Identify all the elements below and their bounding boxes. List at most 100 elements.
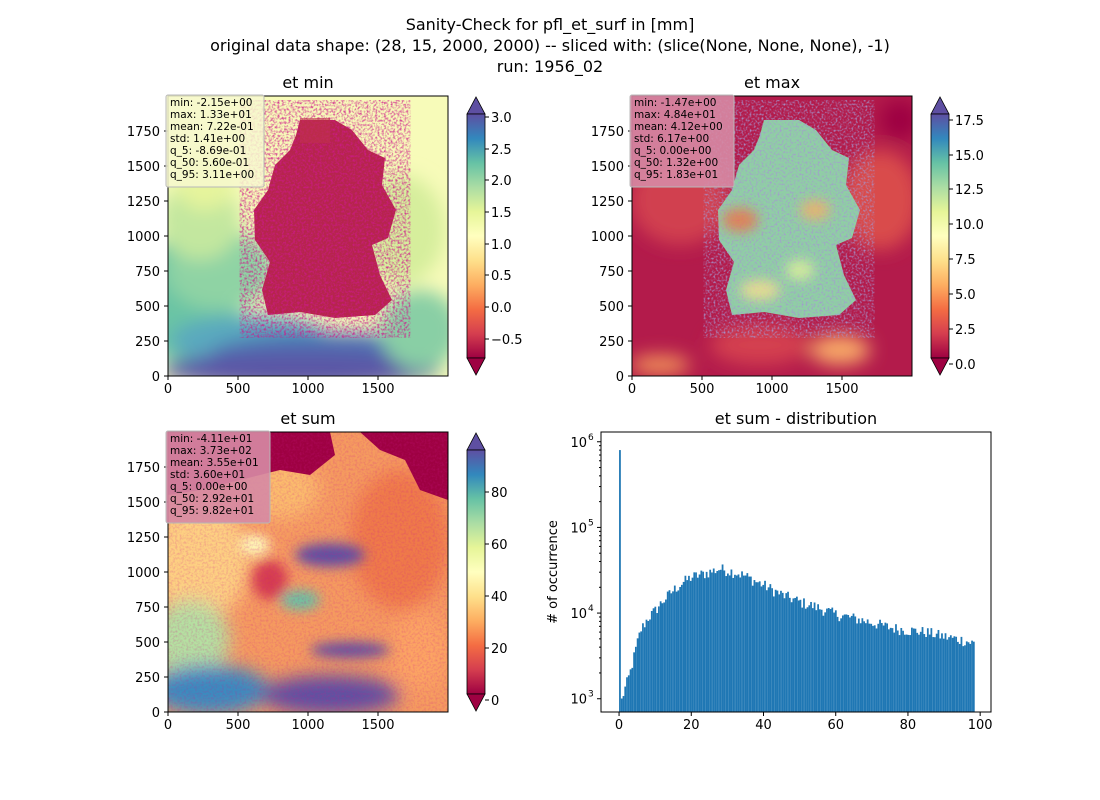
- stats-line: max: 3.73e+02: [170, 445, 252, 457]
- colorbar-tick-label: 2.5: [955, 323, 976, 338]
- colorbar: 0 20 40 60 80: [466, 432, 508, 712]
- colorbar-tick: 2.0: [485, 174, 512, 189]
- histogram-bar: [643, 627, 646, 712]
- stats-line: mean: 4.12e+00: [634, 121, 723, 133]
- histogram-bar: [808, 605, 811, 712]
- histogram-bar: [930, 628, 933, 712]
- y-tick: 250: [135, 335, 168, 350]
- histogram-bar: [619, 450, 621, 712]
- x-tick: 0: [164, 376, 172, 397]
- histogram-bar: [627, 675, 630, 712]
- colorbar-extend-top: [930, 96, 950, 115]
- histogram-bar: [755, 582, 758, 712]
- stats-line: max: 4.84e+01: [634, 109, 716, 121]
- x-tick-label: 1500: [825, 382, 858, 397]
- histogram-bar: [711, 572, 713, 712]
- histogram-bar: [640, 631, 643, 712]
- histogram-bar: [919, 631, 922, 712]
- y-tick-label: 750: [135, 265, 160, 280]
- x-tick: 1000: [755, 376, 789, 397]
- y-axis-label: # of occurrence: [546, 520, 561, 624]
- y-tick-label: 10: [570, 693, 587, 708]
- y-tick: 500: [135, 636, 168, 651]
- y-tick-exponent: 6: [588, 433, 594, 443]
- y-tick: 1250: [127, 531, 168, 546]
- histogram-bar: [964, 645, 966, 712]
- colorbar-tick-label: 15.0: [955, 149, 984, 164]
- colorbar-tick: 2.5: [485, 143, 512, 158]
- y-ticks: 0 250 500 750 1000 1250 1500 1750: [127, 461, 168, 721]
- stats-line: std: 1.41e+00: [170, 133, 245, 145]
- histogram-bar: [783, 598, 786, 712]
- histogram-bar: [877, 623, 880, 712]
- histogram-bar: [886, 623, 889, 712]
- histogram-bar: [773, 596, 775, 712]
- y-tick-label: 0: [616, 370, 624, 385]
- y-tick: 750: [135, 265, 168, 280]
- x-tick-label: 0: [615, 718, 623, 733]
- x-tick-label: 1000: [291, 718, 324, 733]
- panel-title: et sum: [280, 409, 335, 428]
- colorbar-tick: 10.0: [949, 218, 984, 233]
- stats-line: q_50: 1.32e+00: [634, 157, 718, 169]
- histogram-bar: [703, 578, 706, 712]
- histogram-bar: [696, 577, 699, 712]
- histogram-bar: [675, 591, 678, 712]
- y-tick: 0: [616, 370, 632, 385]
- y-tick-exponent: 3: [588, 690, 594, 700]
- stats-line: q_50: 2.92e+01: [170, 493, 254, 505]
- y-tick-label: 1000: [127, 566, 160, 581]
- colorbar-extend-bottom: [466, 357, 486, 376]
- x-tick: 500: [226, 376, 250, 397]
- histogram-bar: [631, 667, 634, 712]
- histogram-bar: [914, 628, 917, 712]
- x-tick-label: 60: [827, 718, 844, 733]
- histogram-bar: [824, 612, 827, 712]
- histogram-bar: [764, 580, 766, 712]
- colorbar-tick: 0.5: [485, 269, 512, 284]
- histogram-bar: [845, 614, 848, 712]
- histogram-bar: [707, 577, 710, 712]
- colorbar-extend-top: [466, 432, 486, 451]
- colorbar-tick: 0.0: [485, 301, 512, 316]
- colorbar-body: [930, 113, 950, 359]
- panel-et-max: et max 0 500 1000: [591, 73, 984, 397]
- histogram-bar: [663, 602, 666, 712]
- histogram-bar: [737, 574, 740, 712]
- histogram-bar: [732, 577, 735, 712]
- colorbar-tick-label: 0.5: [491, 269, 512, 284]
- histogram-bar: [925, 636, 927, 712]
- histogram-bar: [888, 629, 890, 712]
- histogram-bar: [633, 652, 635, 712]
- y-tick-label: 1250: [591, 195, 624, 210]
- colorbar-tick: 0: [485, 694, 499, 709]
- x-tick: 80: [900, 712, 916, 733]
- colorbar-ticks: 0 20 40 60 80: [485, 486, 508, 709]
- histogram-bar: [730, 569, 733, 712]
- histogram-bar: [749, 576, 752, 712]
- histogram-bar: [638, 632, 641, 712]
- histogram-bar: [780, 590, 782, 712]
- histogram-bar: [918, 634, 920, 712]
- colorbar-tick-label: 10.0: [955, 218, 984, 233]
- histogram-bar: [827, 608, 830, 712]
- histogram-bar: [926, 628, 929, 712]
- x-tick-label: 40: [755, 718, 772, 733]
- y-tick: 1750: [591, 125, 632, 140]
- colorbar-tick-label: 1.0: [491, 238, 512, 253]
- histogram-bar: [820, 609, 823, 712]
- colorbar: −0.5 0.0 0.5 1.0 1.5 2.0 2.5 3.0: [466, 96, 523, 376]
- y-tick: 10 5: [570, 518, 601, 536]
- stats-line: std: 3.60e+01: [170, 469, 245, 481]
- histogram-bar: [819, 609, 821, 712]
- stats-line: q_50: 5.60e-01: [170, 157, 249, 169]
- x-tick: 1500: [825, 376, 859, 397]
- histogram-bar: [634, 646, 637, 712]
- y-tick: 10 6: [570, 433, 601, 451]
- histogram-bar: [859, 623, 862, 712]
- histogram-bar: [672, 591, 674, 712]
- stats-line: q_95: 9.82e+01: [170, 505, 254, 517]
- histogram-bar: [654, 606, 657, 712]
- histogram-bar: [742, 575, 745, 712]
